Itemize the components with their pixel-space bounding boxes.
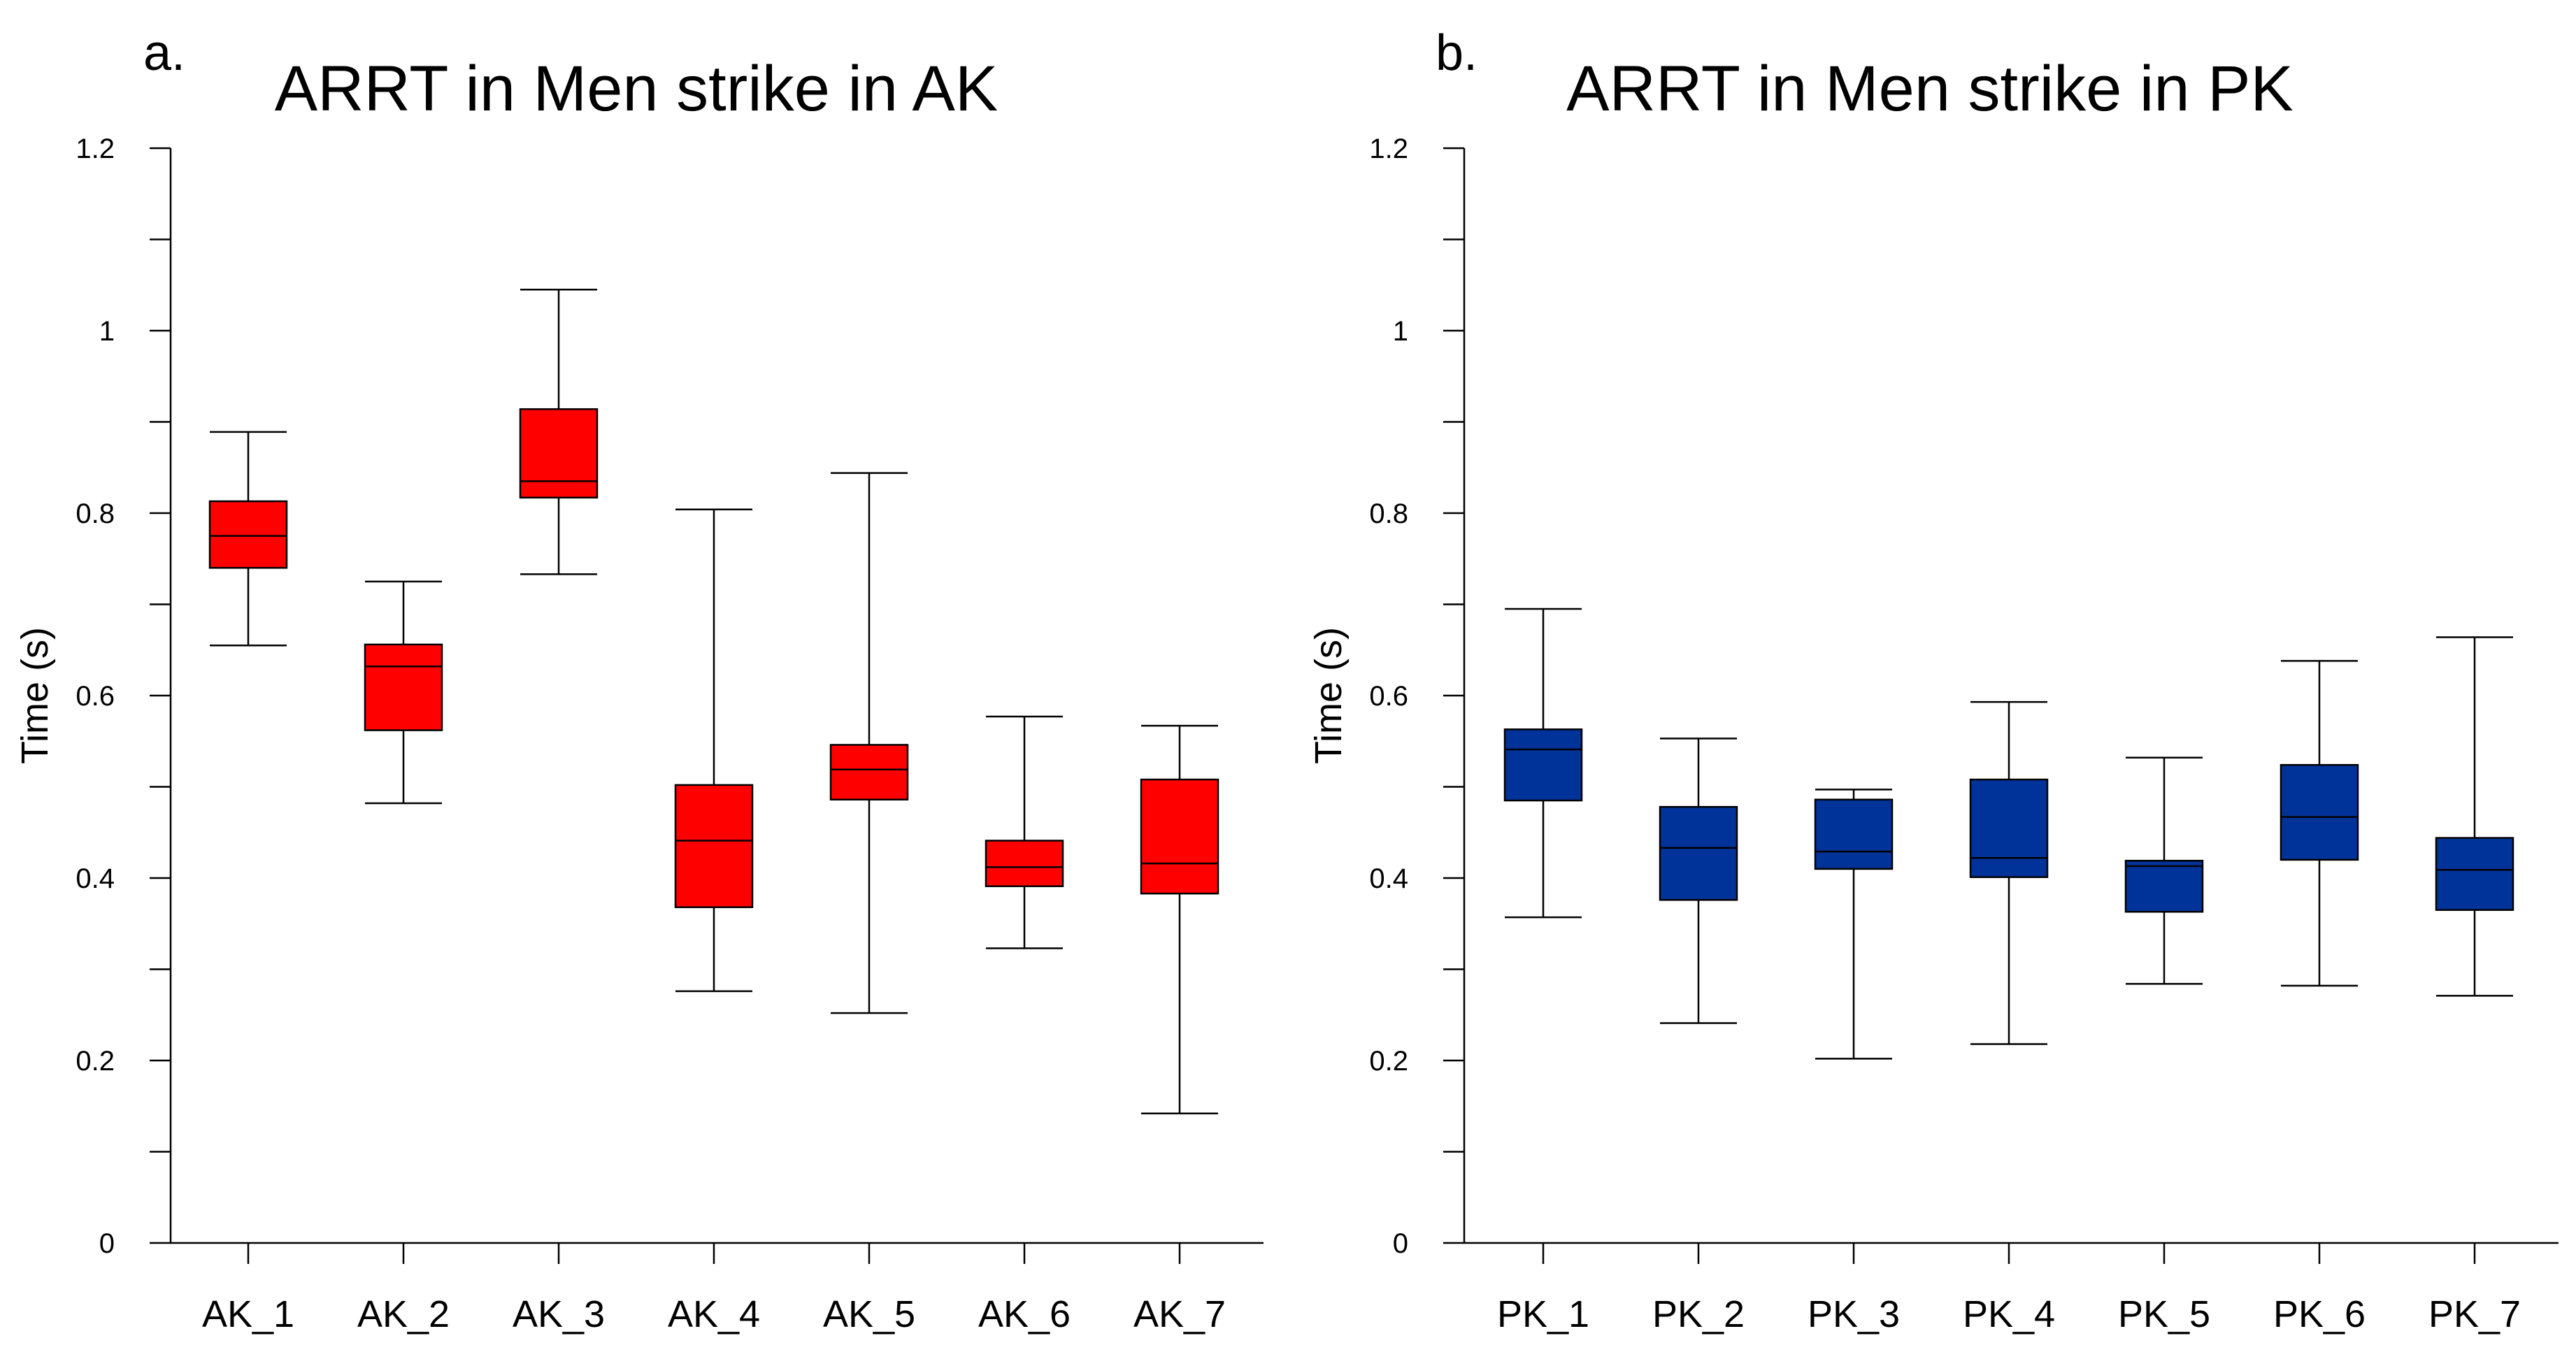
- y-tick-label: 1: [99, 316, 115, 347]
- x-tick-label: PK_3: [1808, 1293, 1900, 1335]
- box-plot-PK_5: PK_5: [2118, 756, 2210, 1335]
- chart-title: ARRT in Men strike in PK: [1566, 53, 2294, 124]
- iqr-box: [208, 500, 288, 569]
- y-tick-label: 0.2: [76, 1046, 115, 1077]
- iqr-box: [1814, 798, 1894, 870]
- y-tick-label: 0.2: [1369, 1046, 1408, 1077]
- y-tick-label: 1: [1393, 316, 1408, 347]
- box-plot-AK_4: AK_4: [668, 508, 760, 1335]
- iqr-box: [1503, 728, 1583, 802]
- box-plot-PK_7: PK_7: [2428, 636, 2521, 1335]
- x-tick-label: PK_2: [1652, 1293, 1745, 1335]
- box-plot-AK_1: AK_1: [202, 431, 294, 1335]
- x-tick-label: PK_6: [2273, 1293, 2366, 1335]
- box-plot-AK_5: AK_5: [823, 472, 915, 1335]
- iqr-box: [985, 840, 1064, 887]
- iqr-box: [2435, 837, 2514, 911]
- x-tick-label: AK_4: [668, 1293, 760, 1335]
- iqr-box: [674, 784, 754, 909]
- iqr-box: [1659, 805, 1738, 901]
- x-tick-label: PK_7: [2428, 1293, 2521, 1335]
- iqr-box: [1140, 778, 1219, 895]
- x-tick-label: PK_4: [1963, 1293, 2055, 1335]
- box-plot-AK_3: AK_3: [513, 289, 605, 1335]
- y-tick-label: 0.6: [1369, 681, 1408, 712]
- y-tick-label: 0: [1393, 1228, 1408, 1259]
- box-plot-PK_6: PK_6: [2273, 660, 2366, 1335]
- panel-b: b. ARRT in Men strike in PK Time (s) 0 0.2 0.…: [1308, 25, 2559, 1335]
- y-tick-label: 0.8: [76, 498, 115, 529]
- x-tick-label: PK_5: [2118, 1293, 2210, 1335]
- y-tick-label: 1.2: [1369, 134, 1408, 164]
- box-plot-AK_2: AK_2: [357, 580, 450, 1335]
- box-plot-AK_7: AK_7: [1133, 724, 1226, 1335]
- x-tick-label: AK_5: [823, 1293, 915, 1335]
- iqr-box: [2124, 859, 2204, 913]
- y-tick-label: 1.2: [76, 134, 115, 164]
- y-tick-label: 0.4: [76, 863, 115, 894]
- iqr-box: [1969, 778, 2049, 878]
- y-axis-label: Time (s): [14, 627, 56, 764]
- x-tick-label: AK_3: [513, 1293, 605, 1335]
- y-tick-label: 0: [99, 1228, 115, 1259]
- box-plot-AK_6: AK_6: [978, 715, 1071, 1335]
- x-tick-label: AK_1: [202, 1293, 294, 1335]
- box-plot-PK_1: PK_1: [1497, 607, 1589, 1335]
- x-tick-label: AK_6: [978, 1293, 1071, 1335]
- y-tick-label: 0.8: [1369, 498, 1408, 529]
- iqr-box: [2280, 763, 2359, 861]
- x-tick-label: AK_7: [1133, 1293, 1226, 1335]
- box-plot-PK_4: PK_4: [1963, 700, 2055, 1335]
- y-tick-label: 0.6: [76, 681, 115, 712]
- y-axis-label: Time (s): [1308, 627, 1350, 764]
- y-tick-label: 0.4: [1369, 863, 1408, 894]
- x-tick-label: PK_1: [1497, 1293, 1589, 1335]
- panel-a: a. ARRT in Men strike in AK Time (s) 0 0.2 0.…: [14, 25, 1264, 1335]
- panel-label: a.: [143, 25, 185, 81]
- iqr-box: [829, 744, 909, 801]
- x-tick-label: AK_2: [357, 1293, 450, 1335]
- iqr-box: [364, 643, 443, 731]
- box-plot-PK_3: PK_3: [1808, 789, 1900, 1335]
- chart-title: ARRT in Men strike in AK: [275, 53, 999, 124]
- panel-label: b.: [1436, 25, 1477, 81]
- iqr-box: [519, 408, 599, 499]
- box-plot-PK_2: PK_2: [1652, 738, 1745, 1335]
